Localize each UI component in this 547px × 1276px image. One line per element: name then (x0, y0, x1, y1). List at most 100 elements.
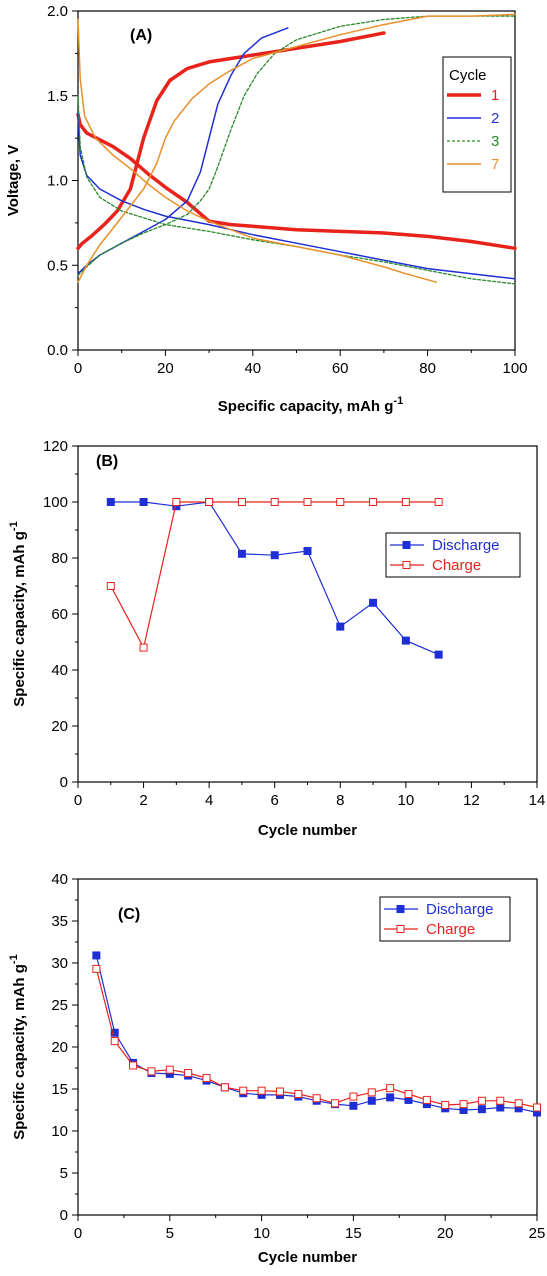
y-tick-label: 40 (51, 871, 68, 888)
data-point-discharge (237, 549, 246, 558)
data-point-discharge (477, 1105, 486, 1114)
legend-swatch-marker-discharge (396, 905, 405, 913)
x-tick-label: 25 (529, 1225, 546, 1242)
legend-entry-3: 3 (491, 133, 499, 150)
y-tick-label: 0.0 (47, 342, 68, 359)
plot-frame (77, 445, 538, 783)
series-3 (77, 15, 516, 285)
x-axis-label: Cycle number (258, 822, 357, 839)
y-axis-label-sup: -1 (8, 521, 20, 531)
data-point-charge (129, 1061, 138, 1070)
y-axis-label-text: Specific capacity, mAh g (11, 531, 28, 707)
chart-panel-3: 0 5 10 15 20 25 0 5 10 15 20 25 30 35 40 Cycle number Sp… (8, 871, 545, 1266)
data-point-charge (401, 498, 410, 506)
y-tick-label: 35 (51, 913, 68, 930)
data-point-discharge (367, 1096, 376, 1105)
x-tick-label: 40 (244, 360, 261, 377)
data-point-charge (331, 1099, 340, 1108)
y-axis-label-sup: -1 (8, 954, 20, 964)
y-tick-label: 0.5 (47, 257, 68, 274)
x-axis-label-text: Specific capacity, mAh g (218, 398, 394, 415)
data-point-charge (237, 498, 246, 506)
legend-entry-charge: Charge (432, 557, 481, 574)
data-point-charge (294, 1090, 303, 1099)
data-point-discharge (401, 636, 410, 645)
x-tick-label: 20 (157, 360, 174, 377)
y-tick-label: 10 (51, 1123, 68, 1140)
x-axis-label-text: Cycle number (258, 1249, 357, 1266)
legend: Discharge Charge (379, 896, 511, 942)
data-point-charge (275, 1087, 284, 1096)
data-point-charge (312, 1094, 321, 1103)
data-point-charge (239, 1086, 248, 1095)
legend-swatch-marker-discharge (402, 541, 411, 549)
data-point-charge (459, 1100, 468, 1109)
x-tick-label: 5 (166, 1225, 174, 1242)
data-point-charge (110, 1037, 119, 1046)
x-tick-label: 20 (437, 1225, 454, 1242)
cycle-1-charge-curve (76, 31, 386, 251)
y-tick-label: 30 (51, 955, 68, 972)
x-tick-label: 4 (205, 792, 213, 809)
series-line-charge (95, 968, 538, 1109)
x-axis-label-text: Cycle number (258, 822, 357, 839)
panel-label: (B) (96, 453, 118, 470)
cycle-2-discharge-curve (77, 111, 516, 280)
x-tick-label: 0 (74, 792, 82, 809)
legend-box (385, 532, 521, 578)
legend-entry-2: 2 (491, 110, 499, 127)
data-point-charge (257, 1086, 266, 1095)
data-point-charge (514, 1099, 523, 1108)
legend-entry-discharge: Discharge (426, 901, 494, 918)
x-axis-label-sup: -1 (393, 395, 403, 407)
y-axis-label-text: Voltage, V (5, 145, 22, 216)
panel-label: (A) (130, 27, 152, 44)
x-tick-label: 60 (332, 360, 349, 377)
y-tick-label: 100 (43, 494, 68, 511)
legend-title: Cycle (449, 67, 487, 84)
x-tick-label: 8 (336, 792, 344, 809)
series-discharge (106, 498, 443, 659)
x-tick-label: 0 (74, 360, 82, 377)
data-point-charge (270, 498, 279, 506)
data-point-discharge (303, 547, 312, 555)
legend-entry-charge: Charge (426, 921, 475, 938)
series-discharge (92, 951, 541, 1117)
series-line-discharge (95, 955, 538, 1114)
x-tick-label: 100 (502, 360, 527, 377)
x-tick-label: 10 (253, 1225, 270, 1242)
x-tick-label: 80 (419, 360, 436, 377)
data-point-discharge (110, 1028, 119, 1037)
data-point-discharge (434, 650, 443, 659)
data-point-charge (386, 1084, 395, 1093)
data-point-charge (404, 1090, 413, 1099)
y-tick-label: 5 (60, 1165, 68, 1182)
data-point-charge (172, 498, 181, 506)
cycle-1-discharge-curve (76, 112, 517, 251)
data-point-charge (477, 1096, 486, 1105)
y-tick-label: 2.0 (47, 3, 68, 20)
data-point-charge (349, 1092, 358, 1101)
data-point-charge (147, 1067, 156, 1076)
data-point-charge (369, 498, 378, 506)
y-axis-label: Specific capacity, mAh g-1 (8, 954, 28, 1139)
y-axis-label: Voltage, V (5, 145, 22, 216)
y-tick-label: 1.5 (47, 88, 68, 105)
x-tick-label: 12 (463, 792, 480, 809)
data-point-charge (336, 498, 345, 506)
data-point-discharge (92, 951, 101, 960)
data-point-charge (184, 1069, 193, 1078)
panel-label: (C) (118, 906, 140, 923)
x-tick-label: 0 (74, 1225, 82, 1242)
y-tick-label: 15 (51, 1081, 68, 1098)
data-point-charge (303, 498, 312, 506)
data-point-charge (139, 643, 148, 652)
cycle-3-discharge-curve (77, 95, 516, 285)
data-point-charge (220, 1083, 229, 1092)
data-point-discharge (139, 498, 148, 506)
y-axis-label-text: Specific capacity, mAh g (11, 964, 28, 1140)
x-tick-label: 2 (139, 792, 147, 809)
chart-panel-2: 0 2 4 6 8 10 12 14 0 20 40 60 80 100 120 Cycle number Sp… (8, 438, 545, 839)
